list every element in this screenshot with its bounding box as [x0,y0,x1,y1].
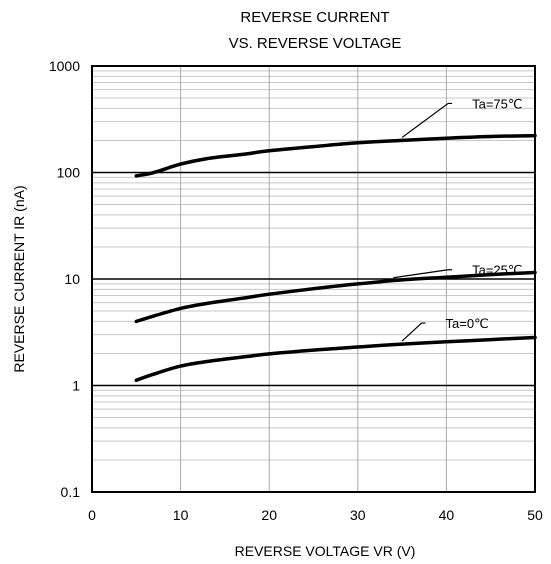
y-tick-label: 100 [57,165,81,181]
y-tick-labels: 0.1 1 10 100 1000 [49,58,80,500]
series-lines [134,133,537,383]
chart-title-line-2: VS. REVERSE VOLTAGE [229,35,402,52]
series-annotations: Ta=75℃ Ta=25℃ Ta=0℃ [393,96,523,342]
series-line [134,133,537,178]
y-tick-label: 1 [72,378,80,394]
series-label: Ta=75℃ [472,96,522,111]
x-tick-label: 0 [88,507,96,523]
y-tick-label: 10 [64,271,80,287]
x-tick-label: 30 [350,507,366,523]
series-label: Ta=25℃ [472,263,522,278]
x-tick-label: 20 [261,507,277,523]
x-tick-labels: 0 10 20 30 40 50 [88,507,543,523]
x-tick-label: 50 [527,507,543,523]
x-tick-label: 40 [439,507,455,523]
x-axis-label: REVERSE VOLTAGE VR (V) [235,543,416,559]
plot-frame [91,65,536,493]
annotation-leader [393,269,453,279]
minor-gridlines [92,70,535,461]
y-tick-label: 1000 [49,58,80,74]
series-line [134,270,537,324]
chart-title-line-1: REVERSE CURRENT [240,9,389,26]
y-tick-label: 0.1 [61,484,81,500]
series-label: Ta=0℃ [446,316,489,331]
annotation-leader [401,102,453,138]
annotation-leader [401,322,426,342]
y-axis-label: REVERSE CURRENT IR (nA) [11,185,27,372]
major-gridlines [92,66,535,492]
x-tick-label: 10 [173,507,189,523]
chart-title: REVERSE CURRENT VS. REVERSE VOLTAGE [229,9,402,52]
series-line [134,335,537,383]
